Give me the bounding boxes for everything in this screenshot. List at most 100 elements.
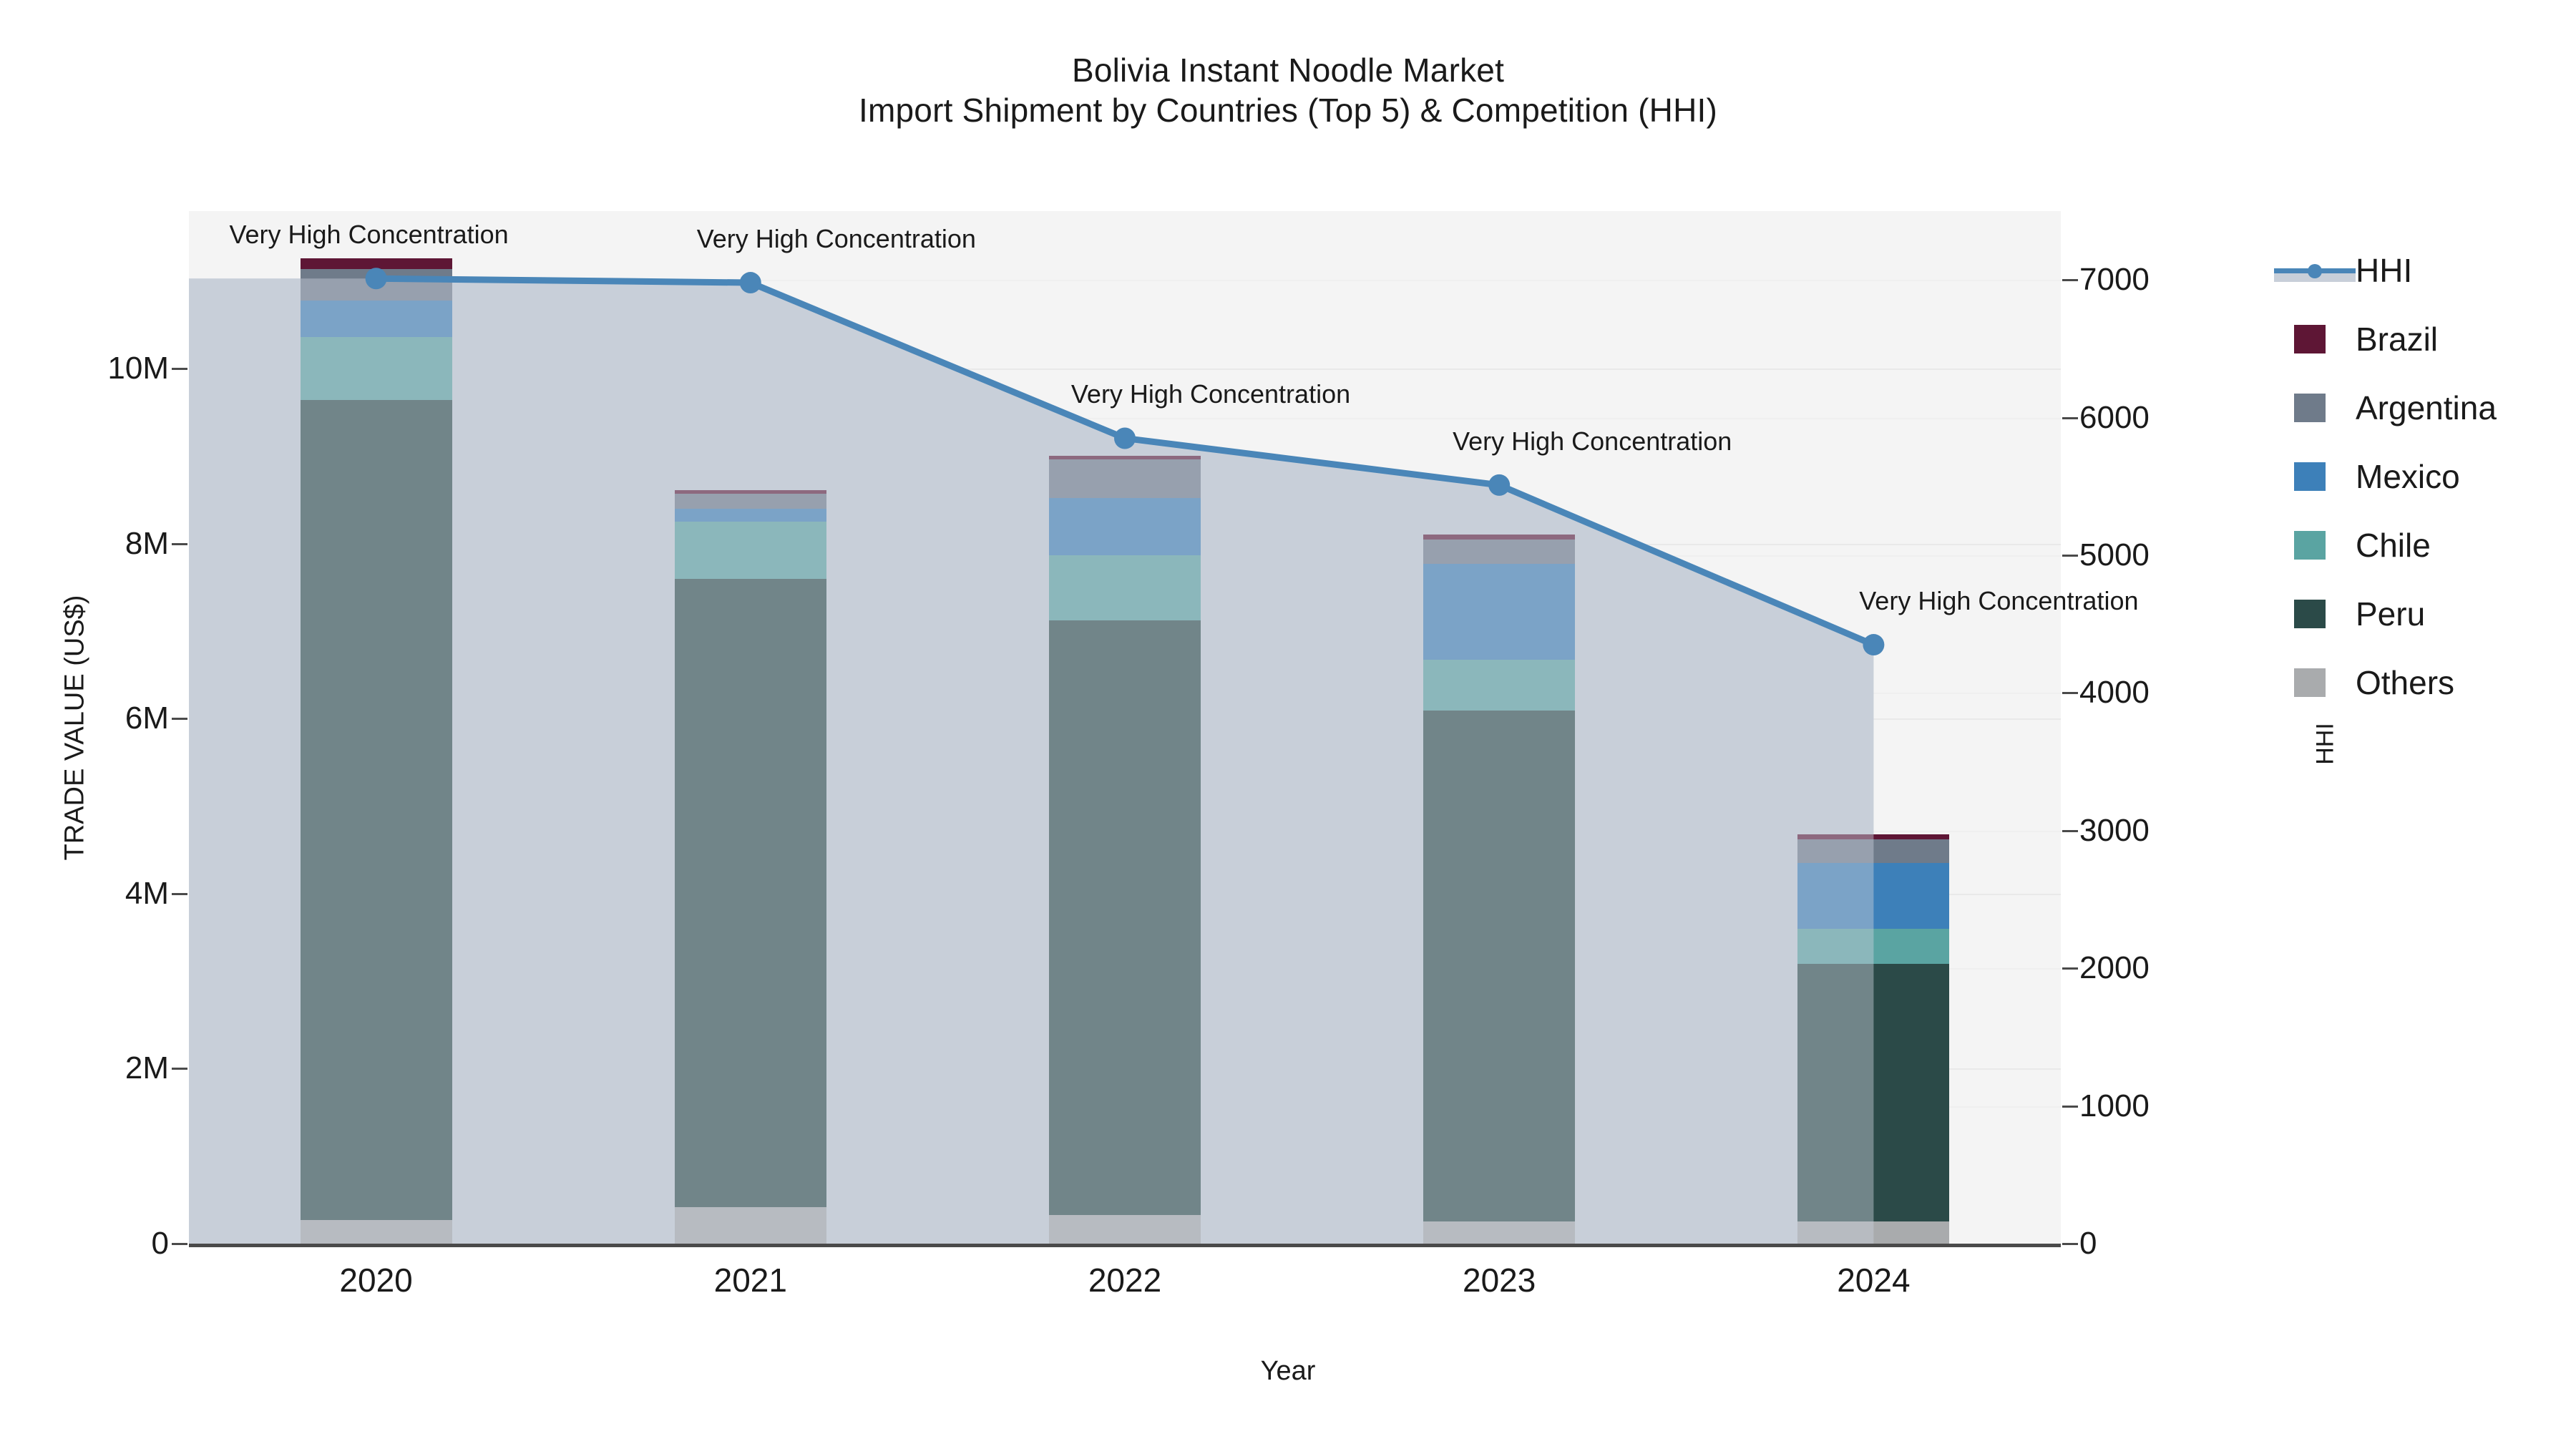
annotation-2023: Very High Concentration — [1453, 426, 1732, 456]
bar-segment-chile-2024[interactable] — [1797, 928, 1950, 964]
y-tick-left-8M: 8M — [125, 525, 169, 561]
hhi-marker-2020[interactable] — [365, 268, 387, 290]
bar-segment-mexico-2024[interactable] — [1797, 863, 1950, 929]
y-tick-right-2000: 2000 — [2079, 950, 2150, 986]
bar-2021[interactable] — [674, 490, 826, 1244]
hhi-marker-2021[interactable] — [739, 272, 761, 294]
bar-segment-chile-2021[interactable] — [674, 522, 826, 579]
y-tickmark-left — [172, 368, 187, 371]
legend-item-mexico[interactable]: Mexico — [2274, 442, 2575, 511]
y-tickmark-left — [172, 1243, 187, 1245]
y-tick-left-4M: 4M — [125, 875, 169, 911]
legend-label-chile: Chile — [2356, 527, 2431, 564]
bar-segment-mexico-2020[interactable] — [300, 300, 452, 338]
y-tick-right-4000: 4000 — [2079, 675, 2150, 711]
legend-label-mexico: Mexico — [2356, 458, 2460, 495]
bar-2020[interactable] — [300, 258, 452, 1244]
bar-segment-chile-2020[interactable] — [300, 337, 452, 401]
y-tick-right-6000: 6000 — [2079, 399, 2150, 435]
bar-segment-argentina-2022[interactable] — [1049, 459, 1201, 499]
y-tick-right-0: 0 — [2079, 1226, 2097, 1261]
bar-segment-argentina-2021[interactable] — [674, 494, 826, 509]
legend-line-icon — [2274, 256, 2356, 285]
legend-item-peru[interactable]: Peru — [2274, 580, 2575, 648]
bar-segment-peru-2024[interactable] — [1797, 963, 1950, 1222]
annotation-2022: Very High Concentration — [1070, 379, 1351, 409]
x-tick-2020: 2020 — [339, 1262, 413, 1299]
y-tick-right-1000: 1000 — [2079, 1088, 2150, 1123]
y-tickmark-right — [2062, 1243, 2078, 1245]
bar-segment-brazil-2022[interactable] — [1049, 456, 1201, 460]
x-tick-2023: 2023 — [1463, 1262, 1536, 1299]
legend-line-dot — [2308, 264, 2322, 278]
x-axis-title: Year — [1260, 1356, 1316, 1386]
hhi-marker-2023[interactable] — [1488, 474, 1511, 496]
legend-label-argentina: Argentina — [2356, 389, 2497, 426]
hhi-marker-2022[interactable] — [1114, 427, 1136, 449]
y-tickmark-left — [172, 892, 187, 895]
hhi-marker-2024[interactable] — [1863, 634, 1885, 656]
bar-segment-argentina-2023[interactable] — [1423, 539, 1576, 564]
x-tick-2022: 2022 — [1088, 1262, 1162, 1299]
bar-segment-mexico-2022[interactable] — [1049, 498, 1201, 555]
bar-segment-brazil-2023[interactable] — [1423, 535, 1576, 540]
y-tickmark-right — [2062, 555, 2078, 557]
y-tickmark-left — [172, 542, 187, 545]
gridline-right — [189, 280, 2061, 282]
annotation-2021: Very High Concentration — [696, 224, 976, 254]
y-tickmark-right — [2062, 416, 2078, 419]
legend-item-others[interactable]: Others — [2274, 648, 2575, 717]
bar-segment-others-2023[interactable] — [1423, 1221, 1576, 1244]
y-tickmark-left — [172, 1068, 187, 1070]
bar-segment-brazil-2024[interactable] — [1797, 834, 1950, 840]
bar-segment-peru-2021[interactable] — [674, 578, 826, 1207]
bar-segment-peru-2022[interactable] — [1049, 620, 1201, 1215]
y-tick-right-3000: 3000 — [2079, 812, 2150, 848]
legend-swatch-peru — [2294, 600, 2326, 628]
bar-segment-mexico-2021[interactable] — [674, 508, 826, 522]
y-tickmark-right — [2062, 1105, 2078, 1108]
gridline-right — [189, 417, 2061, 419]
x-tick-2024: 2024 — [1837, 1262, 1911, 1299]
legend: HHI Brazil Argentina Mexico Chile Peru Others — [2274, 236, 2575, 717]
legend-item-argentina[interactable]: Argentina — [2274, 374, 2575, 442]
bar-segment-others-2024[interactable] — [1797, 1221, 1950, 1244]
bar-segment-brazil-2021[interactable] — [674, 490, 826, 494]
chart-title-line-2: Import Shipment by Countries (Top 5) & C… — [859, 92, 1717, 130]
y-tickmark-right — [2062, 967, 2078, 970]
bar-segment-peru-2023[interactable] — [1423, 711, 1576, 1222]
y-tick-right-7000: 7000 — [2079, 262, 2150, 298]
bar-2024[interactable] — [1797, 834, 1950, 1244]
bar-segment-peru-2020[interactable] — [300, 400, 452, 1220]
chart-title-line-1: Bolivia Instant Noodle Market — [1071, 52, 1505, 89]
legend-swatch-brazil — [2294, 325, 2326, 353]
bar-2022[interactable] — [1049, 456, 1201, 1244]
bar-segment-chile-2022[interactable] — [1049, 555, 1201, 621]
bar-segment-others-2022[interactable] — [1049, 1214, 1201, 1244]
y-tick-left-6M: 6M — [125, 701, 169, 736]
bar-segment-others-2021[interactable] — [674, 1206, 826, 1244]
y-tickmark-right — [2062, 279, 2078, 282]
bar-2023[interactable] — [1423, 535, 1576, 1244]
bar-segment-chile-2023[interactable] — [1423, 660, 1576, 711]
bar-segment-brazil-2020[interactable] — [300, 258, 452, 269]
x-axis-line — [189, 1244, 2061, 1247]
legend-swatch-others — [2294, 668, 2326, 697]
legend-item-hhi[interactable]: HHI — [2274, 236, 2575, 305]
legend-swatch-mexico — [2294, 462, 2326, 491]
bar-segment-argentina-2024[interactable] — [1797, 839, 1950, 864]
y-axis-left-title-wrap: TRADE VALUE (US$) — [0, 211, 189, 1244]
bar-segment-mexico-2023[interactable] — [1423, 563, 1576, 660]
y-tick-right-5000: 5000 — [2079, 537, 2150, 572]
y-tickmark-right — [2062, 692, 2078, 695]
y-tick-left-10M: 10M — [107, 351, 169, 386]
y-tick-left-2M: 2M — [125, 1050, 169, 1086]
legend-item-chile[interactable]: Chile — [2274, 511, 2575, 580]
y-tickmark-left — [172, 718, 187, 721]
chart-title: Bolivia Instant Noodle Market Import Shi… — [0, 50, 2576, 130]
hhi-line-layer — [365, 268, 1885, 656]
legend-item-brazil[interactable]: Brazil — [2274, 305, 2575, 374]
plot-area: Very High Concentration Very High Concent… — [189, 211, 2139, 1245]
legend-label-brazil: Brazil — [2356, 321, 2439, 358]
bar-segment-others-2020[interactable] — [300, 1219, 452, 1244]
